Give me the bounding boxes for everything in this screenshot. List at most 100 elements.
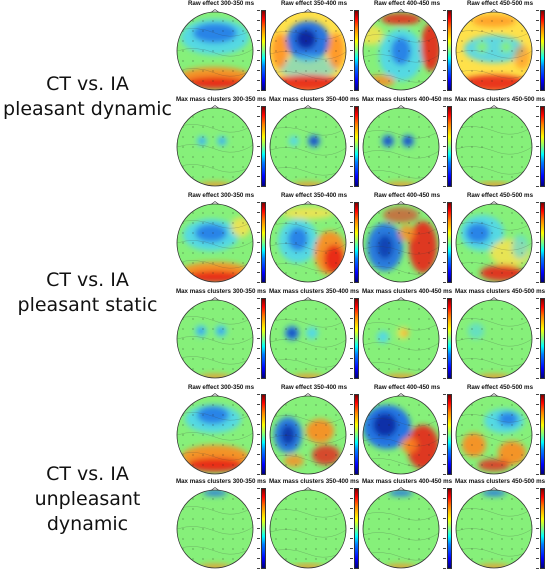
panel-title: Raw effect 450-500 ms — [466, 0, 534, 7]
max-mass-clusters-panel: Max mass clusters 300-350 ms — [172, 96, 270, 192]
scalp-topomap — [269, 9, 347, 91]
max-mass-clusters-panel: Max mass clusters 350-400 ms — [265, 288, 363, 384]
raw-effect-panel: Raw effect 400-450 ms — [358, 192, 456, 288]
raw-effect-panel: Raw effect 400-450 ms — [358, 0, 456, 96]
max-mass-clusters-panel: Max mass clusters 400-450 ms — [358, 288, 456, 384]
panel-title: Max mass clusters 300-350 ms — [175, 96, 267, 103]
scalp-topomap — [269, 487, 347, 569]
scalp-topomap — [455, 487, 533, 569]
panel-title: Raw effect 300-350 ms — [187, 384, 255, 391]
panel-title: Max mass clusters 300-350 ms — [175, 288, 267, 295]
raw-effect-panel: Raw effect 350-400 ms — [265, 192, 363, 288]
panel-title: Raw effect 400-450 ms — [373, 384, 441, 391]
colorbar-ticks — [255, 488, 260, 569]
colorbar — [540, 106, 545, 187]
colorbar-ticks — [348, 298, 353, 379]
colorbar — [261, 202, 266, 283]
colorbar — [447, 10, 452, 91]
max-mass-clusters-panel: Max mass clusters 350-400 ms — [265, 478, 363, 574]
scalp-topomap — [455, 393, 533, 475]
panel-title: Raw effect 400-450 ms — [373, 192, 441, 199]
colorbar-ticks — [534, 106, 539, 187]
panel-title: Raw effect 450-500 ms — [466, 384, 534, 391]
scalp-topomap — [362, 9, 440, 91]
scalp-topomap — [269, 297, 347, 379]
group-label-pleasant-dynamic: CT vs. IA pleasant dynamic — [3, 73, 172, 120]
raw-effect-panel: Raw effect 350-400 ms — [265, 0, 363, 96]
scalp-topomap — [362, 297, 440, 379]
panel-title: Max mass clusters 450-500 ms — [454, 478, 546, 485]
max-mass-clusters-panel: Max mass clusters 400-450 ms — [358, 96, 456, 192]
scalp-topomap — [362, 201, 440, 283]
colorbar-ticks — [348, 10, 353, 91]
panel-title: Max mass clusters 450-500 ms — [454, 288, 546, 295]
colorbar-ticks — [534, 202, 539, 283]
colorbar-ticks — [534, 10, 539, 91]
scalp-topomap — [176, 9, 254, 91]
group-label-pleasant-static: CT vs. IA pleasant static — [17, 269, 158, 316]
scalp-topomap — [269, 105, 347, 187]
panel-title: Raw effect 450-500 ms — [466, 192, 534, 199]
colorbar-ticks — [255, 202, 260, 283]
colorbar-ticks — [441, 394, 446, 475]
scalp-topomap — [176, 297, 254, 379]
panel-title: Max mass clusters 350-400 ms — [268, 478, 360, 485]
colorbar — [540, 298, 545, 379]
colorbar — [354, 394, 359, 475]
colorbar-ticks — [348, 106, 353, 187]
colorbar — [540, 394, 545, 475]
colorbar-ticks — [255, 106, 260, 187]
colorbar — [261, 298, 266, 379]
panel-title: Raw effect 350-400 ms — [280, 384, 348, 391]
colorbar — [261, 488, 266, 569]
raw-effect-panel: Raw effect 300-350 ms — [172, 384, 270, 480]
colorbar-ticks — [255, 298, 260, 379]
colorbar-ticks — [348, 202, 353, 283]
colorbar — [447, 488, 452, 569]
group-label-unpleasant-dynamic: CT vs. IA unpleasant dynamic — [34, 463, 141, 535]
raw-effect-panel: Raw effect 300-350 ms — [172, 192, 270, 288]
colorbar — [261, 10, 266, 91]
raw-effect-panel: Raw effect 450-500 ms — [451, 384, 549, 480]
colorbar — [261, 394, 266, 475]
colorbar-ticks — [534, 394, 539, 475]
raw-effect-panel: Raw effect 350-400 ms — [265, 384, 363, 480]
colorbar — [447, 298, 452, 379]
max-mass-clusters-panel: Max mass clusters 350-400 ms — [265, 96, 363, 192]
scalp-topomap — [362, 105, 440, 187]
panel-title: Raw effect 350-400 ms — [280, 192, 348, 199]
colorbar — [540, 202, 545, 283]
colorbar-ticks — [534, 298, 539, 379]
colorbar — [447, 106, 452, 187]
max-mass-clusters-panel: Max mass clusters 300-350 ms — [172, 288, 270, 384]
scalp-topomap — [176, 201, 254, 283]
panel-title: Max mass clusters 300-350 ms — [175, 478, 267, 485]
colorbar — [447, 394, 452, 475]
colorbar-ticks — [441, 106, 446, 187]
colorbar — [354, 202, 359, 283]
panel-title: Max mass clusters 450-500 ms — [454, 96, 546, 103]
raw-effect-panel: Raw effect 450-500 ms — [451, 192, 549, 288]
colorbar-ticks — [441, 202, 446, 283]
panel-title: Max mass clusters 350-400 ms — [268, 96, 360, 103]
colorbar — [354, 298, 359, 379]
raw-effect-panel: Raw effect 300-350 ms — [172, 0, 270, 96]
panel-title: Max mass clusters 400-450 ms — [361, 96, 453, 103]
scalp-topomap — [362, 393, 440, 475]
colorbar-ticks — [348, 394, 353, 475]
scalp-topomap — [455, 105, 533, 187]
panel-title: Raw effect 400-450 ms — [373, 0, 441, 7]
colorbar — [540, 10, 545, 91]
colorbar-ticks — [255, 394, 260, 475]
colorbar — [540, 488, 545, 569]
colorbar-ticks — [348, 488, 353, 569]
panel-title: Max mass clusters 350-400 ms — [268, 288, 360, 295]
scalp-topomap — [269, 393, 347, 475]
max-mass-clusters-panel: Max mass clusters 400-450 ms — [358, 478, 456, 574]
panel-title: Raw effect 300-350 ms — [187, 0, 255, 7]
scalp-topomap — [455, 9, 533, 91]
max-mass-clusters-panel: Max mass clusters 450-500 ms — [451, 96, 549, 192]
colorbar — [354, 106, 359, 187]
max-mass-clusters-panel: Max mass clusters 300-350 ms — [172, 478, 270, 574]
colorbar — [261, 106, 266, 187]
